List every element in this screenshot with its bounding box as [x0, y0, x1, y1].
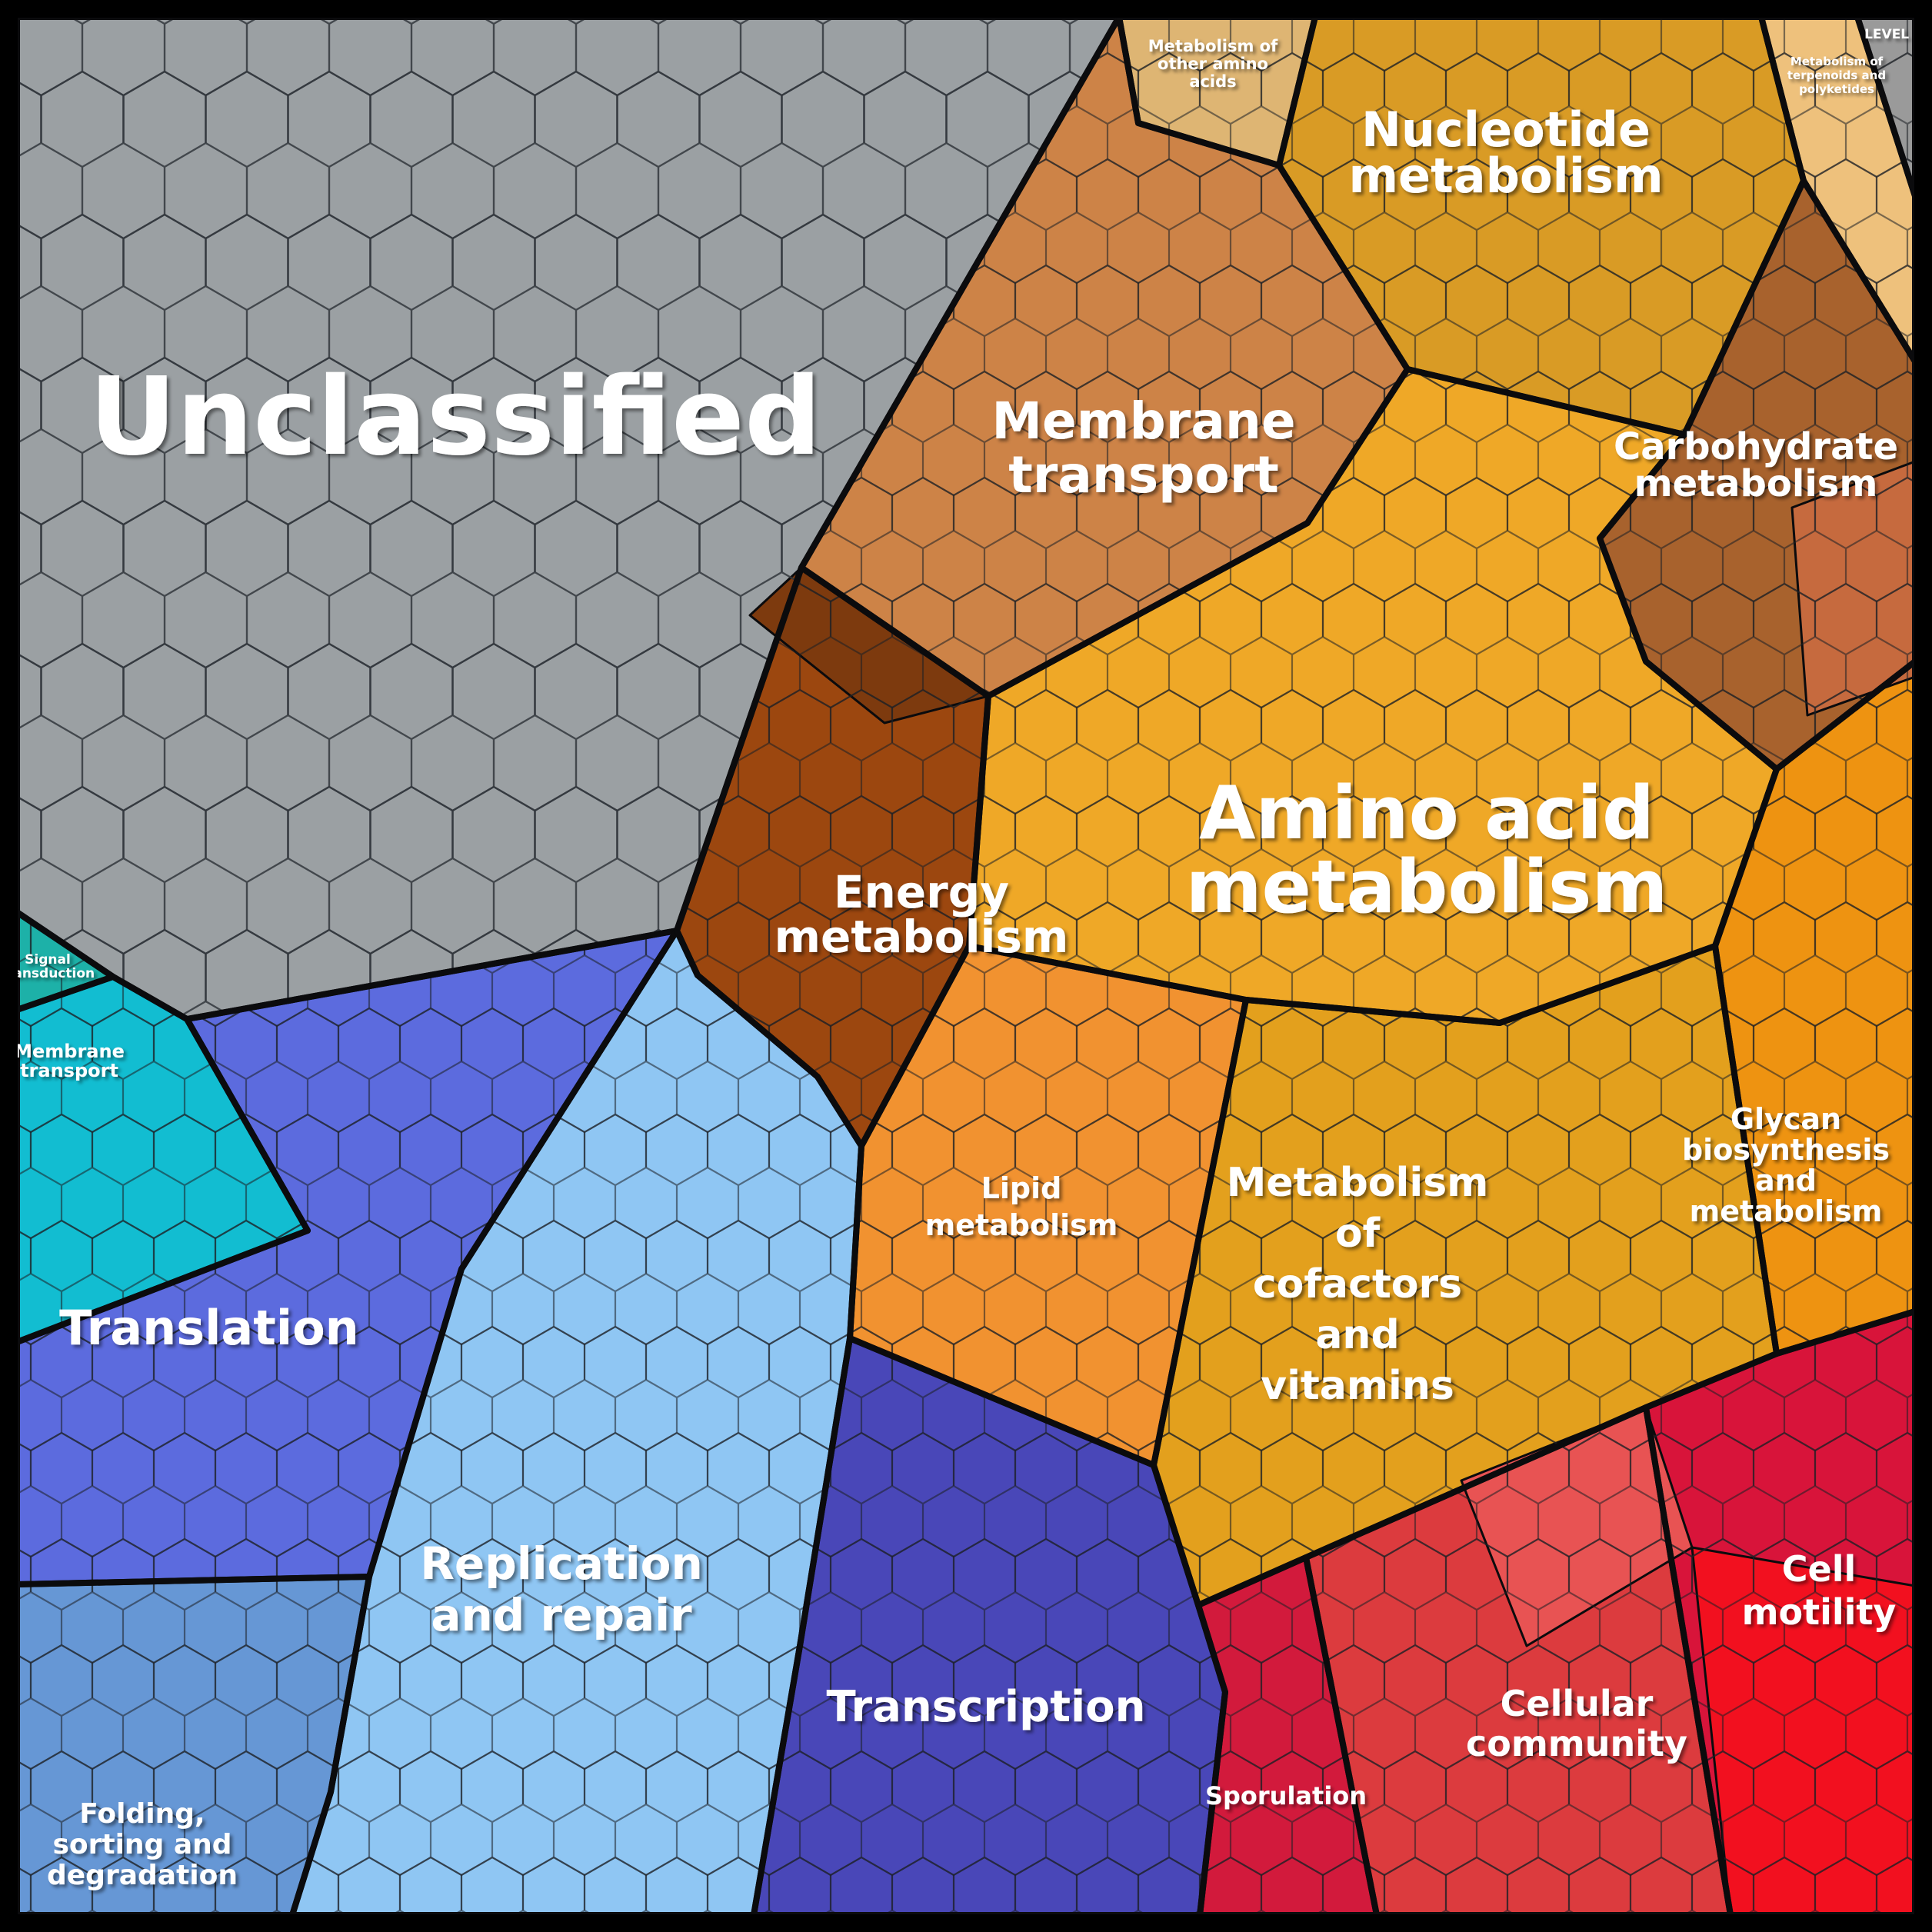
region-label-membrane-transport: Membrane transport: [991, 391, 1295, 505]
region-label-replication-repair: Replication and repair: [420, 1537, 703, 1641]
region-label-lipid-metabolism: Lipid metabolism: [925, 1171, 1118, 1242]
region-label-amino-acid-metabolism: Amino acid metabolism: [1186, 771, 1668, 930]
region-label-cellular-community: Cellular community: [1466, 1683, 1687, 1764]
region-label-unclassified: Unclassified: [89, 355, 821, 480]
region-label-nucleotide-metabolism: Nucleotide metabolism: [1348, 102, 1663, 204]
region-label-metabolism-cofactors-vitamins: Metabolism of cofactors and vitamins: [1227, 1160, 1489, 1409]
region-label-signal-transduction: Signal transduction: [1, 952, 95, 981]
region-label-transcription: Transcription: [826, 1682, 1145, 1732]
region-label-translation: Translation: [59, 1300, 359, 1356]
region-label-membrane-transport-small: Membrane transport: [14, 1041, 125, 1081]
region-label-folding-sorting-degradation: Folding, sorting and degradation: [47, 1798, 238, 1891]
region-label-glycan-biosynthesis-metabolism: Glycan biosynthesis and metabolism: [1682, 1102, 1890, 1228]
region-label-carbohydrate-metabolism: Carbohydrate metabolism: [1614, 425, 1898, 505]
region-label-level2-corner: LEVEL 2: [1864, 27, 1923, 42]
region-label-cell-motility: Cell motility: [1742, 1548, 1897, 1633]
region-label-metabolism-terpenoids-polyketides: Metabolism of terpenoids and polyketides: [1787, 55, 1886, 96]
region-outline-lipid-metabolism: [847, 943, 1249, 1468]
region-label-metabolism-other-amino-acids: Metabolism of other amino acids: [1148, 37, 1278, 91]
region-label-energy-metabolism: Energy metabolism: [774, 866, 1069, 963]
region-label-sporulation: Sporulation: [1205, 1781, 1367, 1810]
